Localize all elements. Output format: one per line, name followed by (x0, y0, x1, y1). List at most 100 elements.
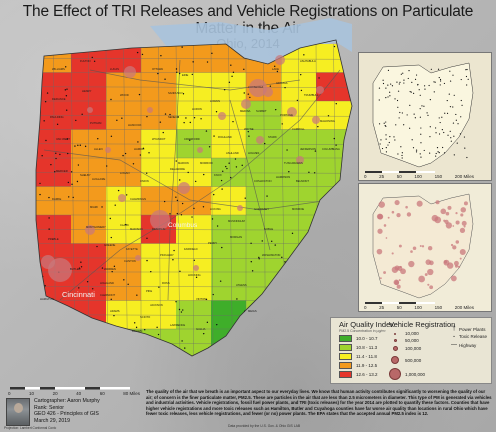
toxic-release-dot (180, 311, 183, 313)
inset-toxic-dot (401, 112, 403, 114)
vehicle-registration-circle (135, 255, 141, 261)
inset-toxic-dot (444, 112, 446, 114)
county-label: LUCAS (110, 67, 119, 71)
county-cell (246, 243, 282, 273)
toxic-release-dot (258, 256, 260, 259)
county-label: MADISON (130, 227, 143, 231)
county-cell (316, 272, 352, 301)
inset-toxic-dot (460, 116, 462, 118)
county-label: GREENE (104, 243, 116, 247)
county-cell (316, 243, 352, 273)
vehicle-registration-circle (147, 107, 153, 113)
highway-icon: — (451, 342, 457, 348)
toxic-release-dot (110, 98, 112, 101)
inset-registration-circle (452, 225, 455, 227)
county-label: HARDIN (134, 147, 144, 151)
inset-toxic-dot (450, 137, 452, 139)
toxic-release-dot (216, 225, 219, 227)
toxic-release-dot (76, 319, 78, 321)
toxic-release-dot (313, 172, 316, 174)
inset-toxic-dot (403, 79, 405, 81)
county-label: BROWN (132, 329, 142, 333)
toxic-release-dot (63, 313, 66, 315)
inset-registration-circle (454, 260, 459, 266)
toxic-release-dot (146, 343, 149, 345)
county-label: AUGLAIZE (92, 177, 105, 181)
toxic-release-dot (91, 56, 93, 59)
toxic-release-dot (65, 109, 68, 111)
inset-toxic-dot (411, 139, 413, 141)
cartographer-rank: Rank: Senior (34, 404, 64, 411)
inset-registration-circle (435, 200, 440, 205)
inset-toxic-dot (441, 116, 443, 118)
county-label: OTTAWA (152, 67, 163, 71)
toxic-release-dot (205, 130, 208, 132)
county-label: COLUMBIANA (322, 147, 340, 151)
toxic-release-dot (281, 123, 283, 125)
vehicle-registration-circle (275, 55, 285, 65)
toxic-release-dot (175, 196, 177, 198)
county-cell (281, 101, 317, 130)
county-label: CLERMONT (100, 293, 115, 297)
toxic-release-dot (182, 309, 184, 311)
inset-registration-circle (412, 246, 417, 251)
county-cell (211, 158, 247, 187)
toxic-release-dot (300, 89, 303, 92)
inset-registration-circle (450, 275, 457, 282)
inset-toxic-dot (403, 124, 405, 126)
toxic-release-dot (109, 217, 111, 220)
county-line (36, 143, 352, 145)
toxic-release-dot (66, 88, 68, 90)
inset-toxic-dot (384, 124, 386, 127)
inset-toxic-dot (433, 81, 435, 83)
county-label: SUMMIT (256, 109, 267, 113)
toxic-release-dot (243, 68, 245, 71)
toxic-release-dot (92, 345, 94, 348)
inset-toxic-dot (453, 94, 455, 96)
inset-toxic-dot (466, 156, 468, 159)
inset-map-vehicle-registration: 0 25 50 100 150 200 Miles (358, 183, 492, 312)
inset-toxic-dot (390, 83, 392, 85)
inset-toxic-dot (443, 82, 446, 85)
inset-toxic-dot (401, 152, 403, 154)
inset-toxic-dot (420, 142, 422, 144)
county-cell (71, 329, 107, 356)
inset-toxic-dot (449, 70, 451, 72)
toxic-release-dot (55, 152, 57, 155)
county-label: RICHLAND (218, 135, 232, 139)
county-label: JACKSON (150, 303, 163, 307)
toxic-release-dot (39, 193, 41, 196)
inset-toxic-dot (427, 114, 429, 116)
inset-registration-circle (452, 245, 457, 250)
county-line (228, 43, 233, 356)
county-cell (281, 300, 317, 330)
inset-toxic-dot (399, 81, 401, 83)
toxic-release-dot (183, 121, 185, 124)
inset-scale-labels-2: 0 25 50 100 150 200 Miles (364, 305, 474, 310)
vehicle-class-1: 10,000 (389, 331, 419, 336)
county-label: MEIGS (248, 309, 257, 313)
inset-toxic-dot (466, 84, 468, 86)
inset-registration-circle (396, 284, 401, 289)
inset-toxic-dot (438, 76, 440, 79)
inset-registration-circle (396, 213, 401, 218)
toxic-release-dot (269, 85, 272, 87)
aqi-class-4: 11.9 - 12.5 (339, 361, 377, 369)
toxic-release-dot (203, 332, 205, 335)
toxic-release-dot (110, 298, 112, 301)
toxic-release-dot (232, 120, 234, 123)
county-label: HAMILTON (40, 297, 54, 301)
toxic-release-dot (169, 213, 171, 215)
inset-toxic-dot (430, 68, 432, 70)
toxic-release-dot (272, 327, 275, 329)
county-label: SHELBY (80, 173, 91, 177)
toxic-release-dot (45, 139, 47, 142)
toxic-release-dot (54, 171, 56, 173)
inset-registration-circle (408, 260, 415, 268)
inset-toxic-dot (389, 91, 391, 93)
county-line (36, 115, 352, 117)
toxic-release-dot (178, 72, 181, 75)
inset-map-toxic-releases: 0 25 50 100 150 200 Miles (358, 52, 492, 181)
toxic-release-dot (300, 348, 302, 351)
